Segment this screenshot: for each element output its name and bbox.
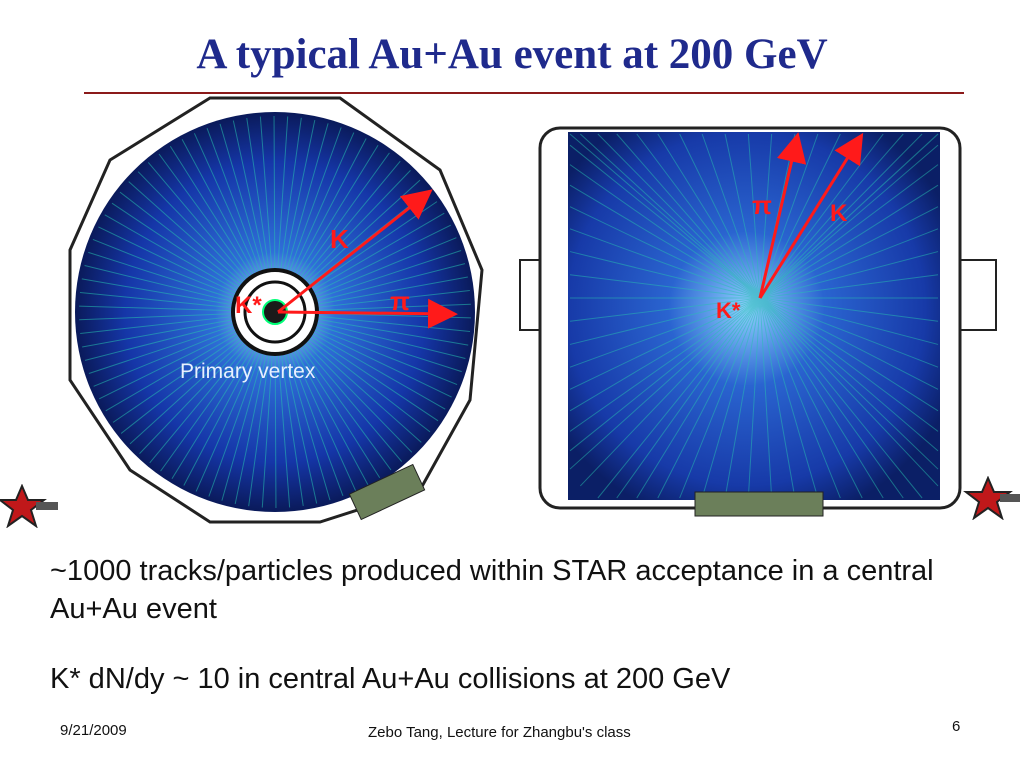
left-kaon-label: K: [330, 224, 349, 254]
bullet-2: K* dN/dy ~ 10 in central Au+Au collision…: [50, 663, 731, 695]
star-logo-icon: [963, 476, 1020, 520]
right-pion-label: π: [752, 190, 772, 220]
primary-vertex-label: Primary vertex: [180, 360, 316, 383]
title-divider: [84, 92, 964, 94]
left-kstar-label: K*: [235, 292, 262, 319]
footer-date: 9/21/2009: [60, 722, 127, 739]
left-pion-label: π: [390, 286, 410, 316]
slide-title: A typical Au+Au event at 200 GeV: [196, 31, 828, 78]
star-logo-icon: [0, 484, 58, 528]
end-view-detector: [68, 96, 484, 524]
event-display: [68, 96, 997, 524]
bullet-1: ~1000 tracks/particles produced within S…: [50, 555, 934, 625]
right-kstar-label: K*: [716, 298, 741, 323]
footer-center: Zebo Tang, Lecture for Zhangbu's class: [368, 724, 631, 741]
right-kaon-label: K: [830, 200, 848, 227]
footer-page-number: 6: [952, 718, 961, 735]
side-view-detector: [519, 126, 997, 517]
